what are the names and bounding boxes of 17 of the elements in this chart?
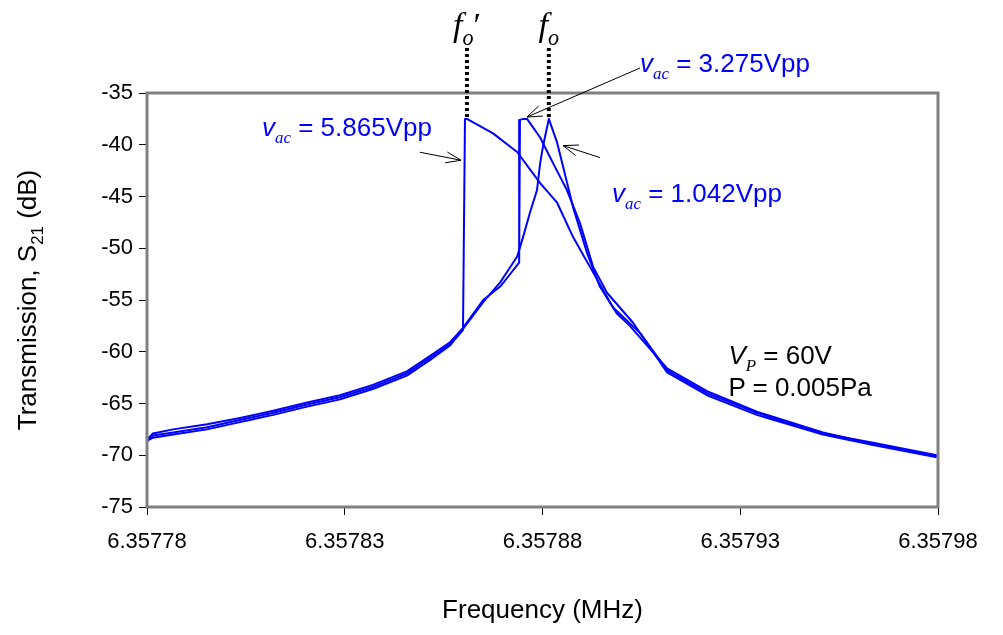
x-axis-title: Frequency (MHz) — [442, 594, 643, 624]
y-tick-label: -70 — [101, 441, 133, 467]
x-tick-label: 6.35788 — [502, 528, 583, 554]
y-tick-label: -75 — [101, 493, 133, 519]
x-tick-label: 6.35793 — [700, 528, 781, 554]
y-tick-label: -60 — [101, 337, 133, 363]
x-tick-label: 6.35783 — [304, 528, 385, 554]
annotation: P = 0.005Pa — [728, 372, 873, 403]
y-tick-label: -50 — [101, 234, 133, 260]
y-tick-label: -65 — [101, 389, 133, 415]
x-tick-label: 6.35798 — [898, 528, 978, 554]
y-axis-title: Transmission, S21 (dB) — [12, 169, 47, 431]
x-tick-label: 6.35778 — [107, 528, 187, 554]
y-tick-label: -45 — [101, 182, 133, 208]
y-tick-label: -40 — [101, 130, 133, 156]
y-tick-label: -55 — [101, 286, 133, 312]
y-tick-label: -35 — [101, 79, 133, 105]
